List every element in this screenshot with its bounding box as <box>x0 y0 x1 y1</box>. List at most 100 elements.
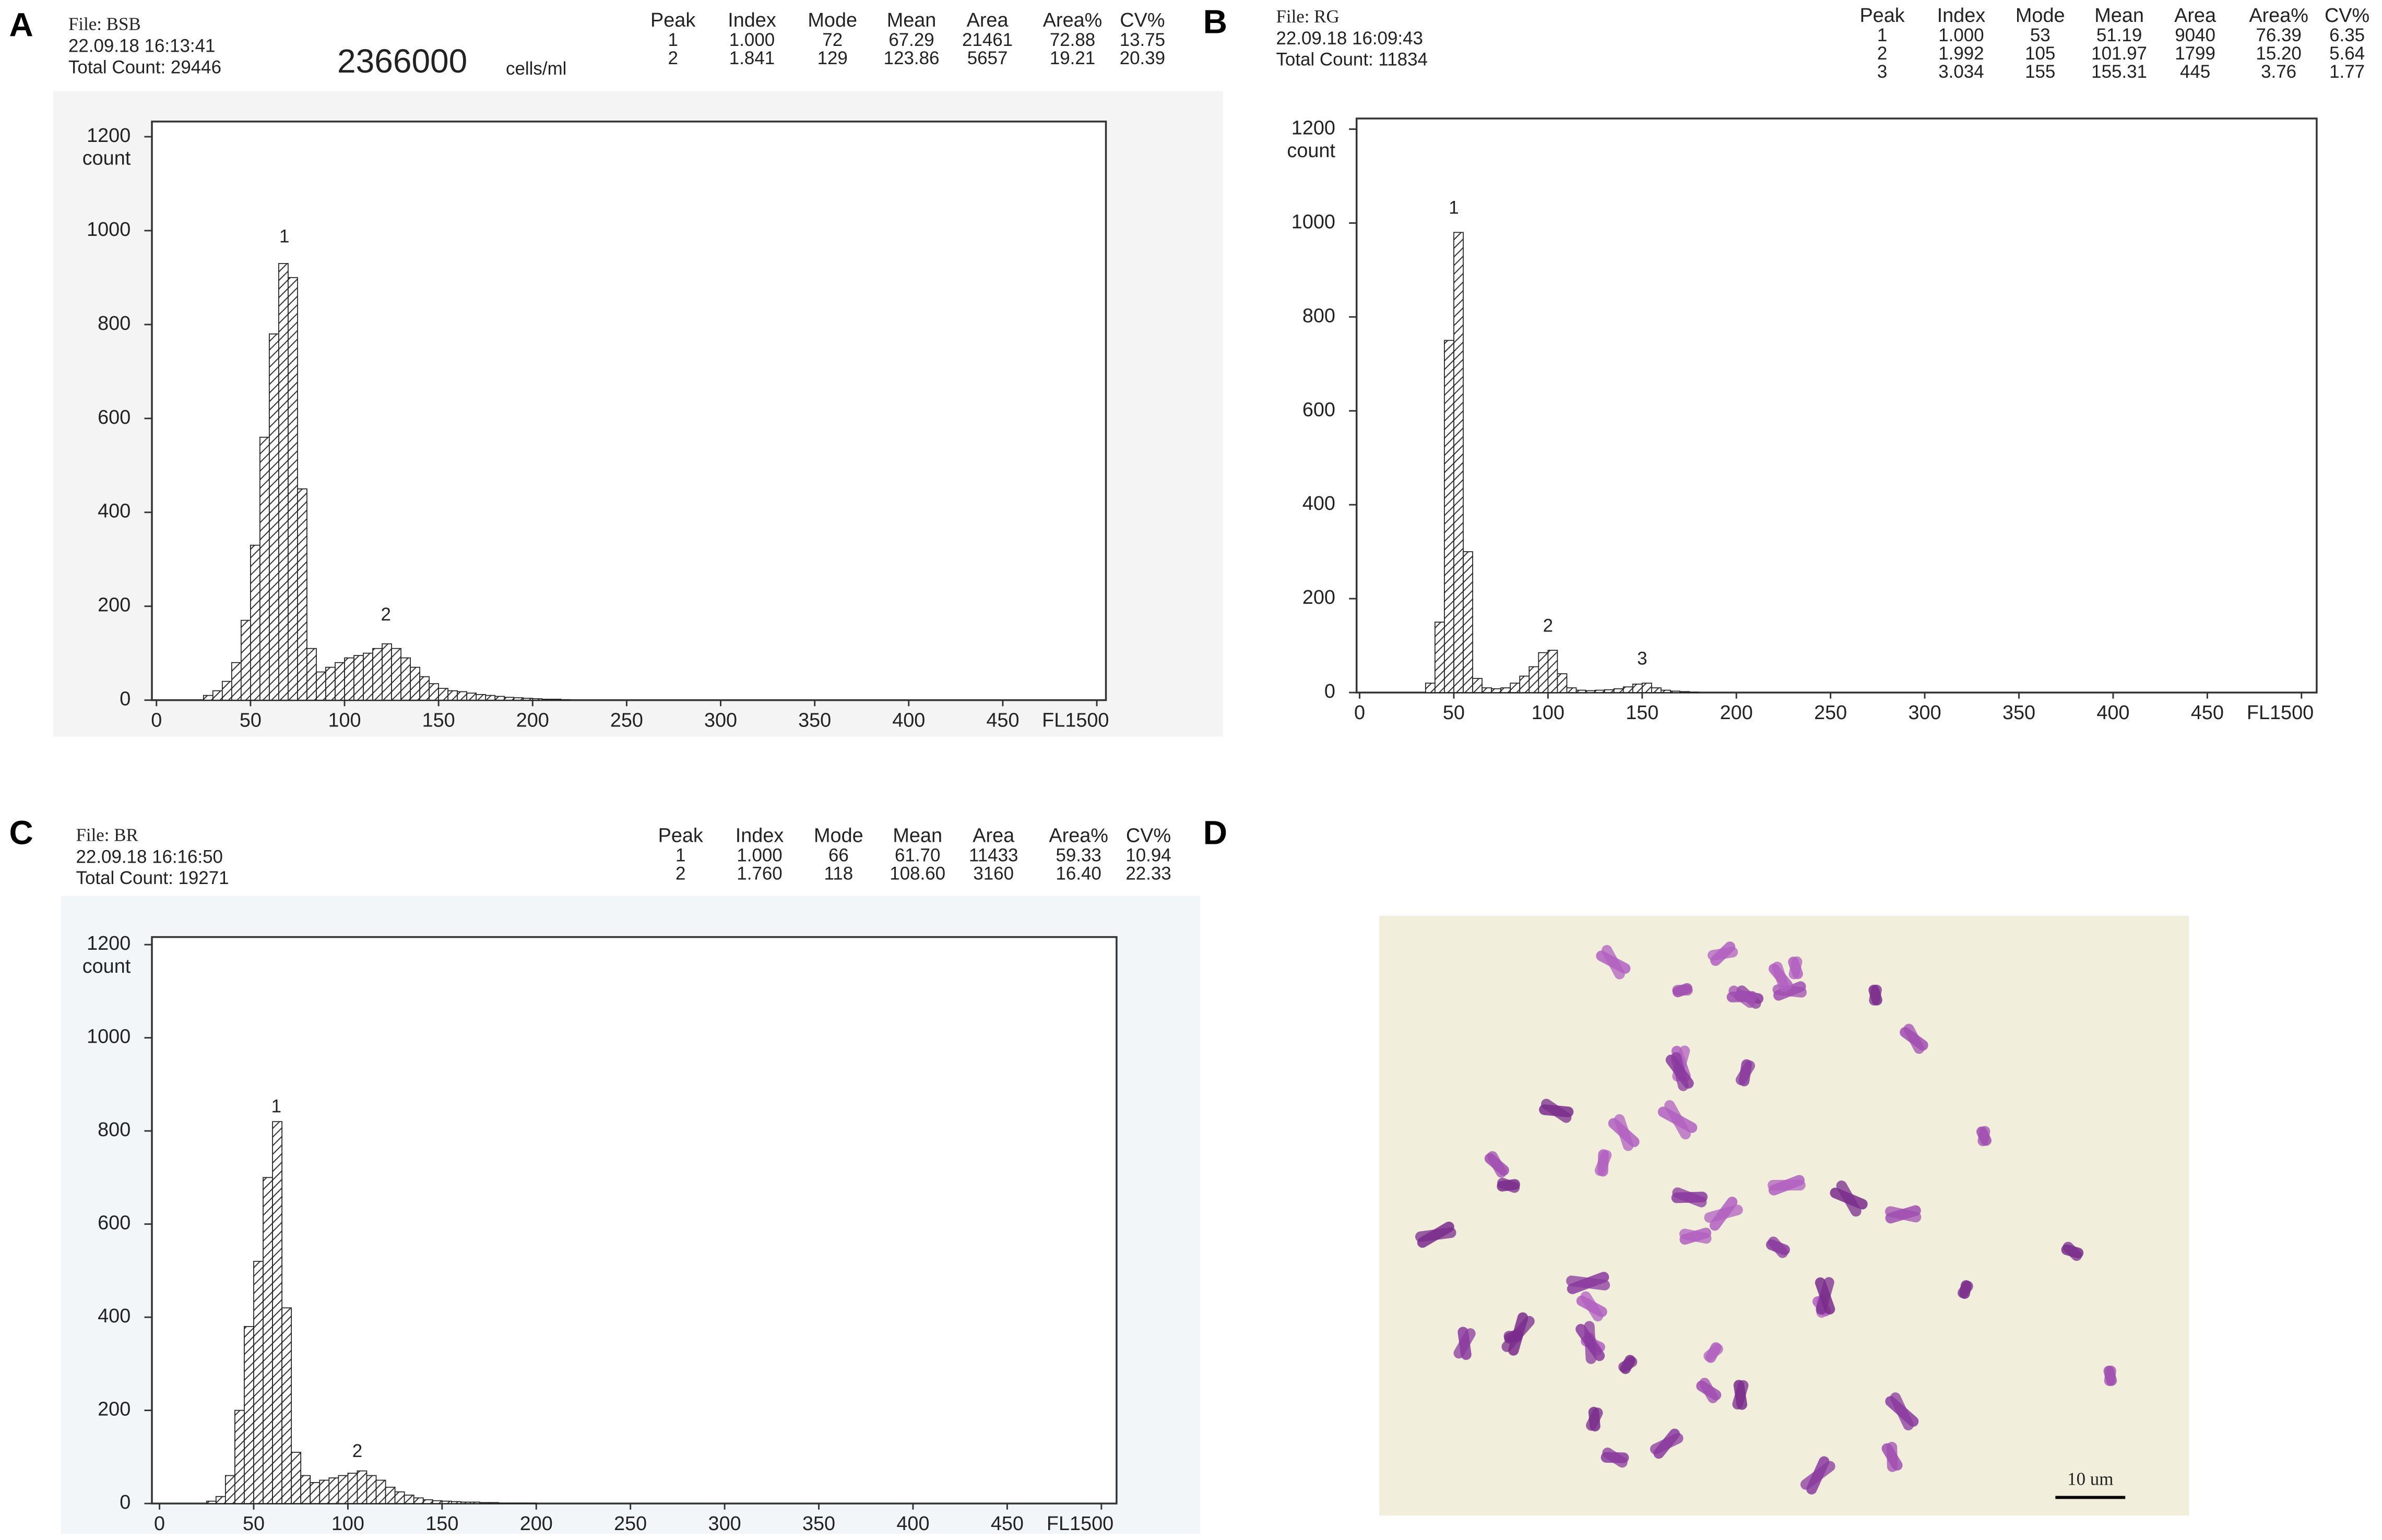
stats-cell: 22.33 <box>1125 864 1171 884</box>
histogram-bar <box>400 657 411 701</box>
x-tick-label: 150 <box>1626 702 1658 724</box>
y-tick-label: 1200 <box>87 125 131 147</box>
x-tick-label: 200 <box>516 709 549 731</box>
peak-label: 2 <box>352 1441 362 1461</box>
panel-label: C <box>9 814 33 852</box>
histogram-bar <box>372 648 383 701</box>
concentration-unit: cells/ml <box>506 58 566 79</box>
stats-cell: 1 <box>668 30 678 50</box>
y-tick-label: 800 <box>98 313 131 335</box>
histogram-bar <box>438 688 449 701</box>
stats-cell: 59.33 <box>1056 845 1101 866</box>
chromosome <box>1885 1206 1922 1223</box>
x-tick-label: 250 <box>610 709 643 731</box>
chromosome <box>1704 1204 1743 1223</box>
y-tick-label: 1000 <box>87 1026 131 1048</box>
x-tick-label: 50 <box>243 1513 265 1535</box>
stats-cell: 10.94 <box>1125 845 1171 866</box>
file-name: File: BR <box>76 825 139 845</box>
histogram-bar <box>451 1501 461 1504</box>
histogram-bar <box>1661 689 1671 693</box>
chromosome <box>1886 1441 1898 1472</box>
stats-header: Peak <box>1859 5 1904 27</box>
histogram-bar <box>404 1495 414 1504</box>
x-tick-label: FL1500 <box>1047 1513 1113 1535</box>
chromosome <box>1679 1228 1712 1244</box>
stats-header: Index <box>736 825 784 847</box>
stats-cell: 20.39 <box>1120 48 1165 68</box>
x-tick-label: 350 <box>798 709 831 731</box>
y-tick-label: 200 <box>98 1399 131 1420</box>
y-tick-label: 1200 <box>87 933 131 954</box>
peak-label: 1 <box>1449 198 1459 218</box>
chromosome <box>1487 1151 1507 1178</box>
histogram-bar <box>319 1479 330 1504</box>
stats-cell: 101.97 <box>2091 43 2147 64</box>
histogram-bar <box>328 1477 339 1504</box>
x-tick-label: 100 <box>331 1513 364 1535</box>
chromosome <box>1601 945 1625 980</box>
histogram-bar <box>288 277 298 701</box>
y-tick-label: 400 <box>1302 493 1335 515</box>
stats-cell: 108.60 <box>890 864 945 884</box>
histogram-bar <box>221 681 232 701</box>
chromosome <box>1703 1343 1723 1362</box>
chromosome <box>1728 985 1756 1008</box>
histogram-bar <box>1670 690 1680 693</box>
histogram-bar <box>281 1307 292 1504</box>
histogram-bar <box>231 662 242 701</box>
histogram-bar <box>212 690 223 701</box>
chromosome <box>1958 1281 1973 1298</box>
total-count: Total Count: 29446 <box>68 57 221 77</box>
y-tick-label: 800 <box>1302 305 1335 327</box>
x-tick-label: 400 <box>896 1513 929 1535</box>
stats-cell: 72.88 <box>1050 30 1095 50</box>
y-tick-label: 600 <box>98 407 131 428</box>
histogram-bar <box>1510 683 1521 693</box>
stats-cell: 123.86 <box>884 48 940 68</box>
chromosome <box>1497 1177 1520 1193</box>
chromosome <box>1735 1060 1755 1085</box>
stats-cell: 72 <box>822 30 843 50</box>
chromosome <box>2104 1365 2116 1386</box>
timestamp: 22.09.18 16:16:50 <box>76 847 223 867</box>
chromosome <box>1768 1236 1788 1258</box>
histogram-bar <box>1651 687 1662 693</box>
histogram-bar <box>300 1475 311 1504</box>
x-tick-label: 450 <box>991 1513 1024 1535</box>
chromosome <box>1800 1461 1835 1490</box>
histogram-bar <box>1538 652 1549 693</box>
x-tick-label: 300 <box>1909 702 1941 724</box>
stats-cell: 3160 <box>973 864 1014 884</box>
plot-frame <box>151 121 1107 701</box>
x-tick-label: 150 <box>422 709 455 731</box>
y-tick-label: 1200 <box>1291 117 1335 139</box>
stats-cell: 105 <box>2025 43 2055 64</box>
stats-cell: 1.77 <box>2329 62 2365 82</box>
chromosome <box>1890 1392 1914 1431</box>
histogram-bar <box>357 1470 368 1504</box>
stats-cell: 1 <box>676 845 685 866</box>
histogram-bar <box>466 693 477 701</box>
stats-cell: 155.31 <box>2091 62 2147 82</box>
y-tick-label: 0 <box>1324 681 1335 702</box>
histogram-bar <box>253 1261 264 1504</box>
timestamp: 22.09.18 16:13:41 <box>68 36 215 56</box>
histogram-bar <box>306 648 317 701</box>
chromosome <box>1594 1150 1612 1176</box>
panel-label: D <box>1203 814 1227 852</box>
stats-header: Mean <box>887 9 937 31</box>
x-tick-label: 350 <box>2002 702 2035 724</box>
peak-label: 3 <box>1637 648 1647 668</box>
stats-header: Mean <box>893 825 942 847</box>
stats-header: Area% <box>1049 825 1108 847</box>
stats-cell: 118 <box>824 864 854 884</box>
histogram-bar <box>429 683 440 701</box>
x-tick-label: 250 <box>614 1513 647 1535</box>
peak-label: 1 <box>279 226 289 247</box>
y-tick-label: 400 <box>98 1305 131 1327</box>
stats-cell: 1799 <box>2175 43 2215 64</box>
stats-cell: 76.39 <box>2256 25 2301 45</box>
